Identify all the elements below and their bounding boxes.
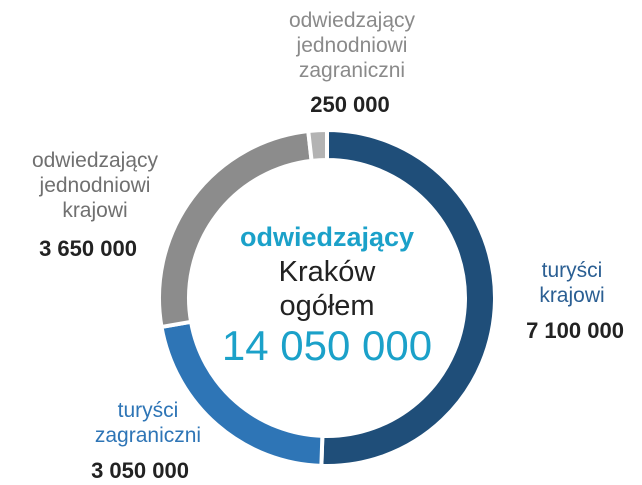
donut-segment — [319, 127, 497, 468]
category-label: odwiedzający jednodniowi krajowi — [31, 149, 159, 222]
center-title: odwiedzający — [239, 222, 415, 252]
category-label: odwiedzający jednodniowi zagraniczni — [288, 9, 416, 82]
category-label: turyści krajowi — [539, 259, 605, 307]
donut-segment — [306, 127, 329, 164]
value-label: 3 050 000 — [91, 458, 189, 483]
value-label: 3 650 000 — [39, 236, 137, 261]
center-total: 14 050 000 — [221, 322, 433, 369]
center-line: ogółem — [279, 290, 375, 322]
center-line: Kraków — [278, 256, 376, 288]
value-label: 7 100 000 — [526, 318, 624, 343]
category-label: turyści zagraniczni — [94, 399, 202, 447]
value-label: 250 000 — [310, 92, 390, 117]
